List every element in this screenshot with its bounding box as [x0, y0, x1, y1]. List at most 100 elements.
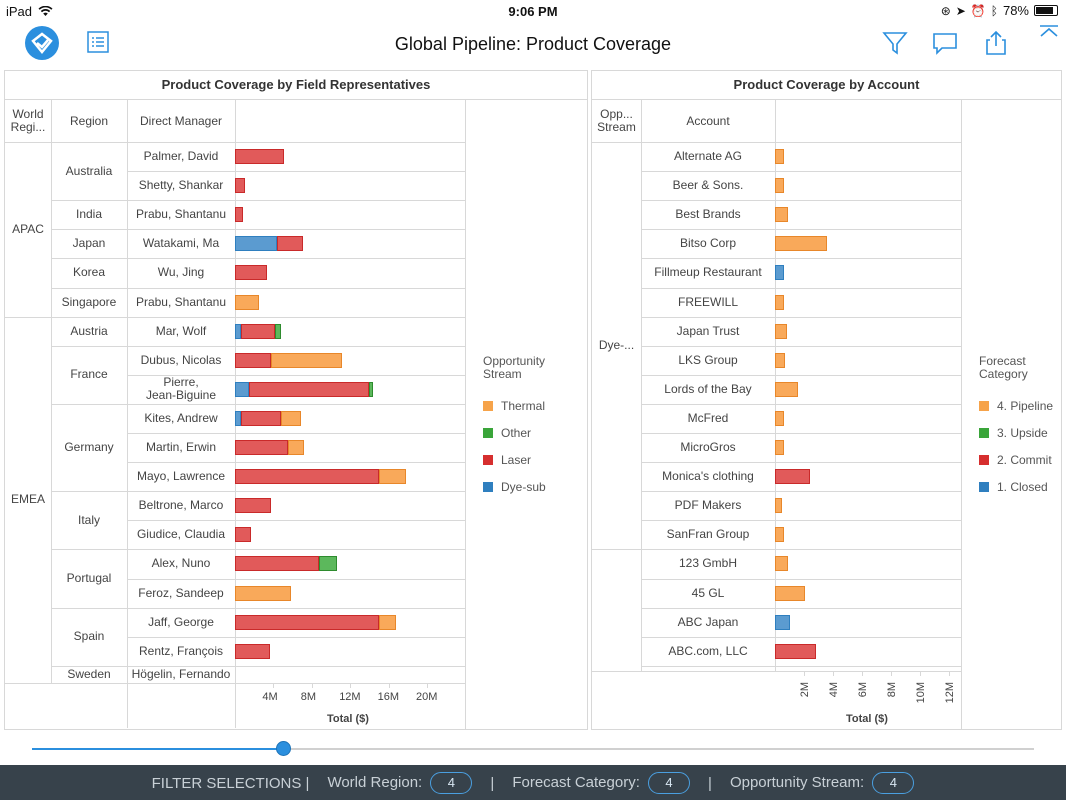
bar-segment-forecast[interactable] [775, 294, 784, 310]
account-cell[interactable]: 123 GmbH [678, 556, 738, 571]
account-cell[interactable]: ABC Japan [677, 614, 739, 629]
bar-segment-laser[interactable] [235, 527, 252, 543]
bar-segment-laser[interactable] [277, 236, 304, 252]
manager-cell[interactable]: Pierre, Jean-Biguine [145, 375, 217, 403]
account-cell[interactable]: Best Brands [675, 207, 741, 222]
share-icon[interactable] [983, 30, 1009, 56]
account-cell[interactable]: MicroGros [680, 440, 736, 455]
manager-cell[interactable]: Wu, Jing [157, 265, 205, 280]
bar-segment-forecast[interactable] [775, 323, 787, 339]
account-cell[interactable]: Beer & Sons. [672, 178, 744, 193]
bar-segment-laser[interactable] [249, 381, 370, 397]
region-cell[interactable]: Germany [64, 440, 114, 455]
region-cell[interactable]: France [70, 367, 108, 382]
bar-segment-forecast[interactable] [775, 527, 784, 543]
bar-segment-laser[interactable] [235, 614, 379, 630]
bar-segment-laser[interactable] [235, 352, 272, 368]
manager-cell[interactable]: Mayo, Lawrence [136, 469, 226, 484]
header-direct-manager[interactable]: Direct Manager [139, 113, 223, 128]
filter-forecast-category[interactable]: Forecast Category: 4 [512, 772, 691, 794]
legend-item-closed[interactable]: 1. Closed [979, 480, 1048, 494]
manager-cell[interactable]: Dubus, Nicolas [140, 352, 222, 367]
region-cell[interactable]: Australia [65, 163, 113, 178]
bar-segment-forecast[interactable] [775, 352, 786, 368]
manager-cell[interactable]: Palmer, David [143, 149, 219, 164]
bar-segment-forecast[interactable] [775, 614, 790, 630]
manager-cell[interactable]: Prabu, Shantanu [135, 294, 227, 309]
bar-segment-laser[interactable] [235, 440, 288, 455]
manager-cell[interactable]: Mar, Wolf [155, 323, 207, 338]
filter-world-region[interactable]: World Region: 4 [327, 772, 473, 794]
world-region-cell[interactable]: APAC [12, 221, 44, 236]
bar-segment-forecast[interactable] [775, 556, 789, 572]
manager-cell[interactable]: Kites, Andrew [144, 410, 218, 425]
region-cell[interactable]: Singapore [61, 294, 117, 309]
bar-segment-thermal[interactable] [287, 440, 305, 455]
manager-cell[interactable]: Giudice, Claudia [136, 527, 226, 542]
manager-cell[interactable]: Rentz, François [138, 643, 224, 658]
legend-item-pipeline[interactable]: 4. Pipeline [979, 399, 1053, 413]
region-cell[interactable]: Japan [72, 236, 106, 251]
bar-segment-thermal[interactable] [235, 585, 291, 601]
bar-segment-forecast[interactable] [775, 178, 784, 194]
bar-segment-other[interactable] [319, 556, 337, 572]
bar-segment-forecast[interactable] [775, 643, 816, 659]
bar-segment-forecast[interactable] [775, 469, 810, 485]
bar-segment-forecast[interactable] [775, 265, 784, 281]
time-slider-track[interactable] [32, 748, 1034, 750]
legend-item-dye-sub[interactable]: Dye-sub [483, 480, 546, 494]
app-logo-icon[interactable] [25, 26, 59, 60]
bar-segment-dye-sub[interactable] [235, 381, 250, 397]
region-cell[interactable]: Korea [72, 265, 106, 280]
manager-cell[interactable]: Jaff, George [148, 614, 214, 629]
legend-item-laser[interactable]: Laser [483, 453, 531, 467]
comment-icon[interactable] [932, 30, 958, 56]
filter-count-badge[interactable]: 4 [648, 772, 691, 794]
region-cell[interactable]: Italy [77, 512, 100, 527]
legend-item-other[interactable]: Other [483, 426, 531, 440]
manager-cell[interactable]: Högelin, Fernando [131, 666, 231, 681]
bar-segment-forecast[interactable] [775, 585, 806, 601]
bar-segment-forecast[interactable] [775, 410, 784, 426]
manager-cell[interactable]: Martin, Erwin [145, 440, 216, 455]
account-cell[interactable]: 45 GL [691, 585, 725, 600]
manager-cell[interactable]: Watakami, Ma [142, 236, 220, 251]
bar-segment-forecast[interactable] [775, 440, 784, 455]
legend-item-commit[interactable]: 2. Commit [979, 453, 1052, 467]
bar-segment-thermal[interactable] [235, 294, 259, 310]
bar-segment-other[interactable] [369, 381, 374, 397]
time-slider-thumb[interactable] [275, 741, 291, 756]
account-cell[interactable]: LKS Group [678, 352, 738, 367]
list-icon[interactable] [86, 30, 112, 56]
header-region[interactable]: Region [69, 113, 109, 128]
bar-segment-forecast[interactable] [775, 207, 789, 223]
manager-cell[interactable]: Alex, Nuno [151, 556, 211, 571]
legend-item-upside[interactable]: 3. Upside [979, 426, 1048, 440]
account-cell[interactable]: ABC.com, LLC [668, 643, 748, 658]
account-cell[interactable]: Japan Trust [676, 323, 740, 338]
bar-segment-forecast[interactable] [775, 236, 828, 252]
bar-segment-thermal[interactable] [271, 352, 342, 368]
bar-segment-forecast[interactable] [775, 149, 784, 164]
collapse-icon[interactable] [1036, 24, 1062, 50]
stream-cell[interactable]: Dye-... [598, 338, 635, 353]
bar-segment-dye-sub[interactable] [235, 236, 278, 252]
bar-segment-thermal[interactable] [379, 469, 406, 485]
account-cell[interactable]: Lords of the Bay [664, 381, 752, 396]
filter-count-badge[interactable]: 4 [872, 772, 915, 794]
bar-segment-laser[interactable] [235, 498, 272, 514]
legend-item-thermal[interactable]: Thermal [483, 399, 545, 413]
header-account[interactable]: Account [686, 113, 730, 128]
account-cell[interactable]: Alternate AG [673, 149, 743, 164]
account-cell[interactable]: Fillmeup Restaurant [654, 265, 762, 280]
bar-segment-laser[interactable] [235, 643, 270, 659]
account-cell[interactable]: FREEWILL [677, 294, 738, 309]
manager-cell[interactable]: Shetty, Shankar [138, 178, 224, 193]
region-cell[interactable]: India [75, 207, 103, 222]
bar-segment-laser[interactable] [235, 556, 320, 572]
region-cell[interactable]: Portugal [66, 570, 112, 585]
bar-segment-thermal[interactable] [379, 614, 397, 630]
header-opp-stream[interactable]: Opp... Stream [597, 107, 636, 134]
filter-opportunity-stream[interactable]: Opportunity Stream: 4 [730, 772, 915, 794]
account-cell[interactable]: Monica's clothing [662, 469, 754, 484]
